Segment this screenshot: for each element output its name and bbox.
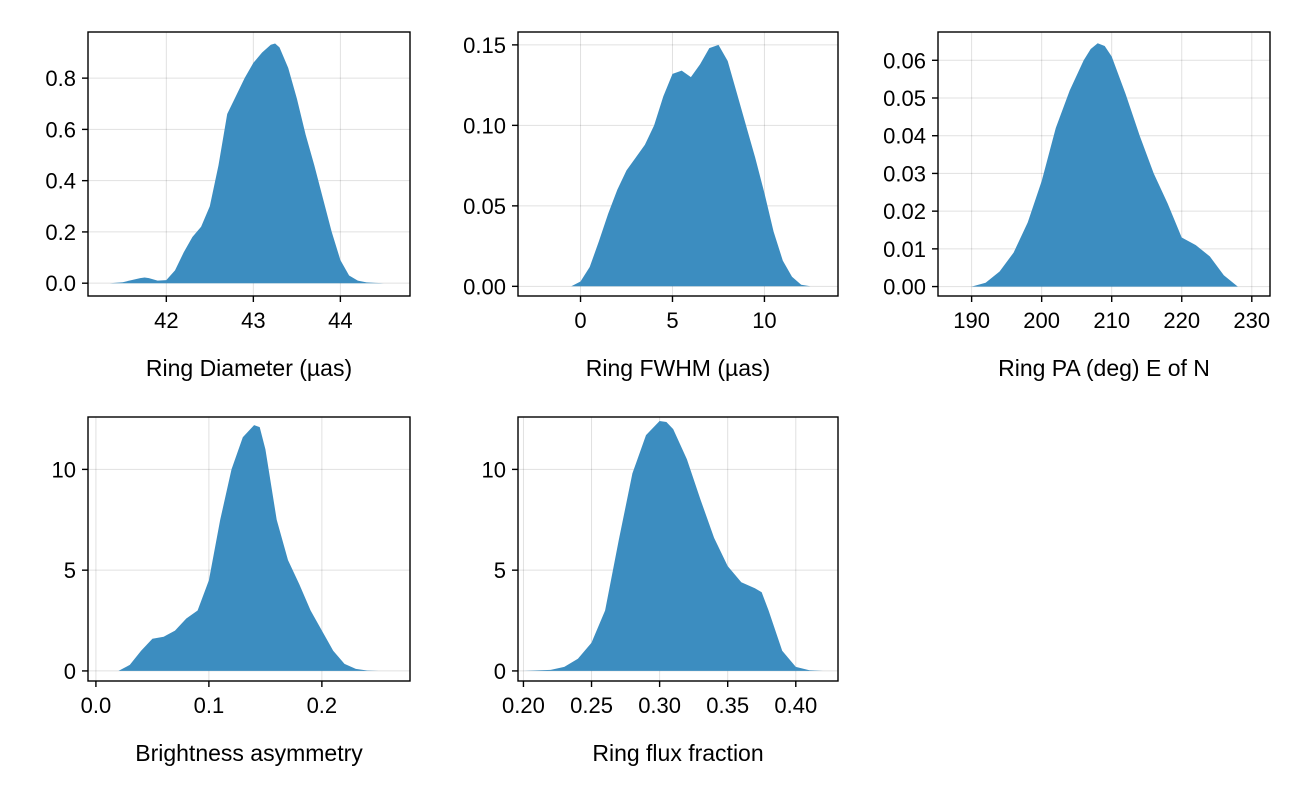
y-tick-label: 0.00	[883, 275, 926, 300]
x-tick-label: 190	[953, 308, 990, 333]
y-tick-label: 0.01	[883, 237, 926, 262]
x-tick-label: 0.30	[638, 693, 681, 718]
panel-2: 0 5 10 0.00 0.05 0.10 0.15 Ring FWHM (µas)	[463, 31, 839, 381]
axes-frame	[87, 31, 411, 297]
x-tick-label: 210	[1093, 308, 1130, 333]
density-area	[971, 43, 1238, 287]
x-tick-label: 0.25	[570, 693, 613, 718]
y-tick-label: 0.10	[463, 113, 506, 138]
x-tick-label: 200	[1023, 308, 1060, 333]
y-tick-label: 10	[482, 457, 506, 482]
y-tick-label: 0.02	[883, 199, 926, 224]
x-axis-label: Brightness asymmetry	[135, 740, 363, 766]
x-axis-label: Ring FWHM (µas)	[586, 355, 770, 381]
density-area	[523, 421, 823, 671]
x-tick-label: 0	[574, 308, 586, 333]
x-tick-label: 44	[328, 308, 352, 333]
x-axis-label: Ring flux fraction	[592, 740, 763, 766]
y-tick-label: 0.0	[45, 271, 76, 296]
x-tick-label: 0.0	[81, 693, 112, 718]
x-tick-label: 0.2	[307, 693, 338, 718]
density-area	[118, 425, 379, 671]
y-tick-label: 0	[494, 659, 506, 684]
y-tick-label: 0.8	[45, 66, 76, 91]
density-area	[571, 44, 811, 287]
y-tick-label: 0.00	[463, 274, 506, 299]
x-axis-label: Ring PA (deg) E of N	[998, 355, 1210, 381]
panel-5: 0.20 0.25 0.30 0.35 0.40 0 5 10 Ring flux fracti…	[482, 416, 839, 766]
y-tick-label: 0.03	[883, 161, 926, 186]
x-tick-label: 0.40	[774, 693, 817, 718]
x-tick-label: 0.1	[194, 693, 225, 718]
axes-frame	[517, 31, 839, 297]
x-axis-label: Ring Diameter (µas)	[146, 355, 352, 381]
x-tick-label: 42	[154, 308, 178, 333]
x-tick-label: 43	[241, 308, 265, 333]
y-tick-label: 0.15	[463, 33, 506, 58]
y-tick-label: 0.04	[883, 124, 926, 149]
y-tick-label: 0.4	[45, 169, 76, 194]
panel-3: 190 200 210 220 230 0.00 0.01 0.02 0.03 0.04 0.05 0…	[883, 31, 1271, 381]
y-tick-label: 0.06	[883, 48, 926, 73]
x-tick-label: 220	[1163, 308, 1200, 333]
y-tick-label: 10	[52, 457, 76, 482]
y-tick-label: 5	[494, 558, 506, 583]
density-area	[109, 43, 384, 284]
axes-frame	[87, 416, 411, 682]
x-tick-label: 0.35	[706, 693, 749, 718]
x-tick-label: 0.20	[502, 693, 545, 718]
y-tick-label: 0	[64, 659, 76, 684]
y-tick-label: 0.2	[45, 220, 76, 245]
y-tick-label: 0.05	[463, 194, 506, 219]
x-tick-label: 5	[666, 308, 678, 333]
x-tick-label: 10	[752, 308, 776, 333]
y-tick-label: 0.05	[883, 86, 926, 111]
x-tick-label: 230	[1233, 308, 1270, 333]
y-tick-label: 5	[64, 558, 76, 583]
panel-4: 0.0 0.1 0.2 0 5 10 Brightness asymmetry	[52, 416, 411, 766]
axes-frame	[937, 31, 1271, 297]
panel-1: 42 43 44 0.0 0.2 0.4 0.6 0.8 Ring Diameter (µas)	[45, 31, 411, 381]
axes-frame	[517, 416, 839, 682]
y-tick-label: 0.6	[45, 117, 76, 142]
